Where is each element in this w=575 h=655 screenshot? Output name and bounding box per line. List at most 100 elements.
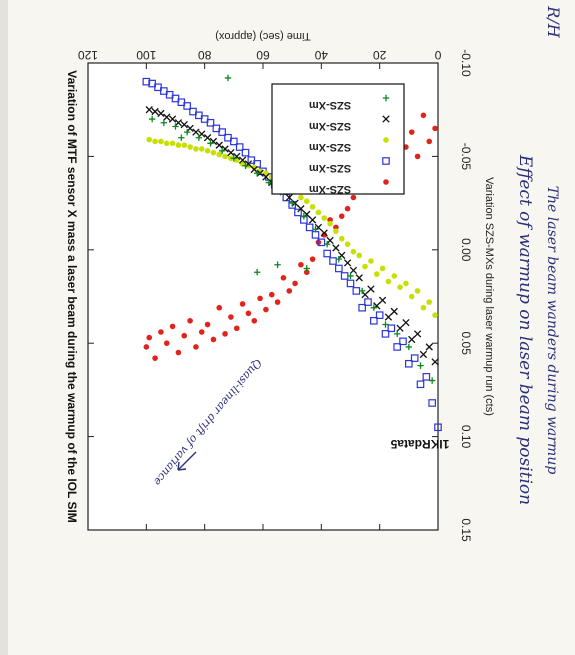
series-1-point	[426, 138, 433, 145]
series-2-point	[224, 133, 232, 142]
series-3-point	[309, 204, 316, 210]
series-3-point	[420, 304, 427, 311]
series-5-point	[300, 212, 308, 220]
legend-marker-5	[382, 94, 390, 102]
series-1-point	[309, 256, 316, 262]
series-5-point	[303, 265, 310, 272]
x-tick-label: 0	[434, 48, 441, 62]
series-3-point	[344, 241, 351, 247]
series-2-point	[410, 354, 419, 362]
series-5-point	[393, 330, 401, 338]
series-4-point	[367, 285, 375, 293]
series-3-point	[385, 278, 392, 285]
series-4-point	[238, 156, 247, 164]
series-1-point	[233, 325, 240, 332]
series-1-point	[146, 334, 153, 341]
legend-marker-4	[382, 115, 390, 123]
series-4-point	[408, 335, 416, 344]
series-4-point	[419, 350, 428, 359]
series-5-point	[242, 162, 249, 169]
series-5-point	[148, 115, 156, 123]
series-3-point	[163, 140, 170, 147]
series-4-point	[192, 128, 200, 136]
series-4-point	[186, 124, 194, 133]
chart-title: Variation of MTF sensor X mass a laser b…	[65, 70, 79, 523]
series-1-point	[204, 321, 211, 328]
series-5-point	[405, 343, 413, 351]
series-1-point	[198, 329, 205, 335]
series-2-point	[393, 343, 401, 351]
series-3-point	[169, 140, 176, 147]
legend-label-1: SZS-Xm	[309, 183, 351, 195]
series-1-point	[181, 332, 188, 339]
series-3-point	[158, 138, 164, 145]
legend-label-2: SZS-Xm	[309, 162, 351, 174]
series-5-point	[224, 74, 232, 82]
series-3-point	[303, 198, 310, 205]
series-5-point	[253, 170, 261, 177]
series-4-point	[378, 296, 387, 304]
series-1-point	[432, 125, 438, 132]
scan-edge	[0, 0, 8, 655]
series-4-point	[308, 216, 317, 224]
series-1-point	[251, 317, 258, 324]
annotation-arrow	[177, 451, 197, 471]
series-2-point	[241, 148, 250, 157]
x-tick-label: 120	[78, 48, 98, 62]
series-2-point	[364, 298, 372, 306]
series-3-point	[198, 146, 205, 152]
series-4-point	[390, 307, 398, 316]
series-1-point	[338, 213, 345, 219]
series-3-point	[356, 252, 363, 259]
series-5-point	[207, 140, 214, 147]
series-3-point	[222, 153, 228, 160]
series-3-point	[350, 248, 357, 255]
series-3-point	[414, 288, 421, 294]
series-1-point	[286, 288, 293, 294]
series-1-point	[143, 344, 150, 350]
series-5-point	[370, 304, 378, 311]
series-5-point	[265, 179, 273, 186]
series-1-point	[193, 344, 199, 350]
series-2-point	[294, 208, 302, 217]
series-2-point	[235, 143, 244, 151]
y-tick-label: 0.00	[459, 238, 473, 262]
series-3-point	[426, 299, 433, 305]
series-2-point	[399, 337, 407, 346]
y-tick-label: -0.10	[459, 49, 473, 77]
series-4-point	[384, 313, 393, 321]
series-3-point	[175, 142, 182, 148]
series-5-point	[358, 287, 366, 295]
series-5-point	[183, 128, 191, 136]
series-1-point	[420, 112, 427, 119]
series-3-point	[327, 220, 333, 227]
series-2-point	[422, 373, 431, 381]
series-5-point	[160, 119, 168, 126]
series-5-point	[428, 377, 436, 384]
series-5-point	[382, 321, 389, 328]
legend-label-3: SZS-Xm	[309, 141, 351, 153]
y-axis-label: Variation SZS-MXs during laser warmup ru…	[483, 177, 495, 416]
series-4-point	[402, 318, 410, 327]
series-3-point	[263, 170, 269, 177]
series-4-point	[174, 119, 183, 127]
series-4-point	[320, 229, 328, 237]
series-5-point	[274, 261, 281, 268]
series-4-point	[163, 113, 171, 121]
series-4-point	[396, 324, 404, 332]
series-2-point	[142, 77, 151, 86]
series-3-point	[397, 284, 403, 290]
series-2-point	[370, 316, 378, 325]
legend-marker-1	[383, 179, 389, 185]
series-5-point	[230, 155, 238, 162]
corner-initials: R/H	[544, 5, 563, 38]
series-1-point	[222, 331, 228, 337]
series-5-point	[253, 269, 261, 276]
series-3-point	[368, 258, 374, 264]
series-4-point	[203, 134, 212, 142]
series-2-point	[189, 107, 197, 116]
y-tick-label: -0.05	[459, 143, 473, 171]
series-1-point	[257, 295, 263, 302]
